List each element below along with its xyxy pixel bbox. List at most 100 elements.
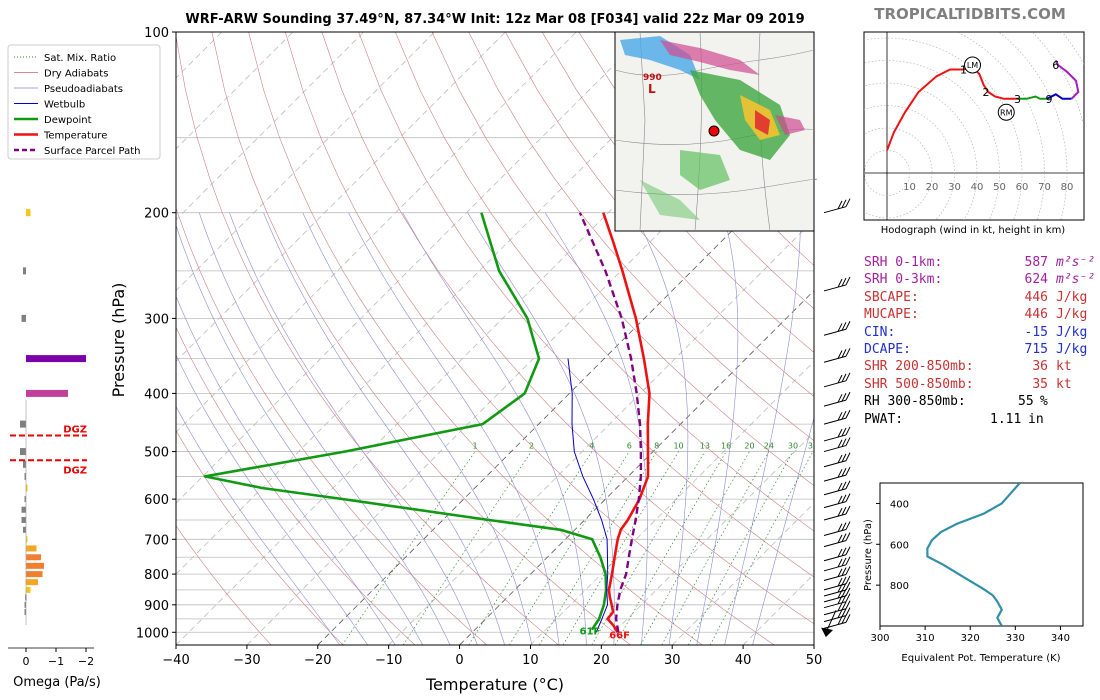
- hodo-ring: [864, 127, 933, 219]
- hodo-motion-label: LM: [967, 61, 978, 70]
- hodo-height-label: 2: [983, 86, 990, 99]
- x-tick-label: 10: [522, 653, 539, 668]
- dry-adiabat: [176, 34, 559, 645]
- dry-adiabat: [211, 32, 631, 645]
- x-tick-label: −10: [375, 653, 402, 668]
- dry-adiabat: [578, 32, 814, 310]
- wind-barb: [823, 575, 851, 591]
- omega-bar: [20, 420, 26, 428]
- wind-barb: [823, 587, 851, 603]
- pseudoadiabat: [198, 212, 451, 645]
- hodo-motion-marker: [997, 103, 1015, 121]
- mixing-ratio-label: 20: [744, 442, 754, 451]
- wind-barb: [823, 198, 851, 214]
- wind-barb: [823, 600, 851, 616]
- stat-unit: %: [1040, 394, 1048, 410]
- theta-x-tick-label: 320: [961, 633, 980, 644]
- mixing-ratio-line: [687, 451, 794, 645]
- omega-bar: [26, 536, 28, 543]
- mixing-ratio-line: [661, 451, 770, 645]
- dgz-label: DGZ: [63, 424, 87, 435]
- stat-value: 624: [1024, 272, 1048, 288]
- wind-barbs: [821, 198, 851, 638]
- hodo-ring: [864, 105, 955, 220]
- wind-barb-flag: [821, 627, 834, 638]
- pseudoadiabat: [752, 416, 814, 645]
- hodo-height-label: 9: [1046, 93, 1053, 106]
- wind-barb: [823, 409, 851, 425]
- theta-x-tick-label: 300: [870, 633, 889, 644]
- mixing-ratio-label: 1: [473, 442, 478, 451]
- wind-barb: [823, 593, 851, 609]
- omega-bar: [23, 460, 26, 468]
- isotherm: [459, 290, 814, 645]
- radar-map-inset: 990 L: [614, 31, 818, 232]
- series-wetbulb: [567, 358, 609, 633]
- dry-adiabat: [176, 326, 416, 645]
- y-tick-label: 900: [144, 599, 169, 614]
- stat-label: SRH 0-3km:: [864, 272, 943, 288]
- dry-adiabat: [321, 32, 814, 625]
- wind-barb: [823, 493, 851, 509]
- stat-label: SBCAPE:: [864, 289, 919, 305]
- wind-barb: [823, 480, 851, 496]
- dry-adiabat: [541, 32, 814, 353]
- pseudoadiabat: [229, 212, 478, 645]
- pseudoadiabat: [467, 212, 615, 645]
- stat-unit: J/kg: [1056, 324, 1088, 340]
- wind-barb: [823, 372, 851, 388]
- wind-barb: [823, 437, 851, 453]
- dgz-label: DGZ: [63, 465, 87, 476]
- stat-unit: J/kg: [1056, 289, 1088, 305]
- omega-bar: [21, 314, 26, 322]
- omega-bar: [24, 472, 26, 480]
- stat-value: 55: [1018, 394, 1034, 410]
- pseudoadiabat: [176, 224, 424, 645]
- series-temperature: [602, 212, 651, 633]
- mixing-ratio-label: 10: [673, 442, 683, 451]
- map-low-label: L: [648, 82, 656, 96]
- wind-barb: [823, 276, 851, 292]
- mixing-ratio-label: 4: [589, 442, 594, 451]
- dry-adiabat: [468, 32, 814, 442]
- stat-value: 35: [1032, 376, 1048, 392]
- pseudoadiabat: [176, 295, 396, 645]
- temp-sfc-label: 66F: [609, 630, 630, 641]
- y-axis-label: Pressure (hPa): [109, 283, 128, 398]
- pseudoadiabat: [348, 212, 560, 645]
- sounding-location-marker: [708, 125, 720, 137]
- x-axis-label: Temperature (°C): [425, 675, 564, 694]
- omega-bar: [24, 608, 26, 615]
- mixing-ratio-line: [509, 451, 630, 645]
- wind-barb: [825, 610, 837, 633]
- wind-barb: [823, 614, 851, 629]
- stat-value: 36: [1032, 359, 1048, 375]
- hodo-segment: [1017, 95, 1047, 100]
- pseudoadiabat: [633, 212, 689, 645]
- dewpoint-sfc-label: 61F: [579, 627, 600, 638]
- mixing-ratio-line: [468, 451, 593, 645]
- legend-label: Temperature: [43, 131, 107, 142]
- theta-e-panel: 300 310 320 330 340 400 600 800 Equivalent Pot.…: [863, 482, 1084, 664]
- hodo-height-label: 1: [960, 64, 967, 77]
- theta-x-label: Equivalent Pot. Temperature (K): [901, 653, 1060, 664]
- legend: Sat. Mix. Ratio Dry Adiabats Pseudoadiabat…: [7, 44, 161, 160]
- hodograph-caption: Hodograph (wind in kt, height in km): [881, 225, 1066, 236]
- dry-adiabat: [358, 32, 814, 578]
- y-tick-label: 700: [144, 533, 169, 548]
- omega-bar: [26, 545, 37, 552]
- dry-adiabat: [285, 32, 775, 645]
- hodo-ring-label: 10: [903, 182, 916, 193]
- legend-label: Dewpoint: [44, 115, 92, 126]
- mixing-ratio-line: [709, 451, 814, 645]
- mixing-ratio-label: 13: [700, 442, 710, 451]
- wind-barb: [823, 521, 851, 537]
- legend-label: Sat. Mix. Ratio: [44, 53, 116, 64]
- legend-label: Dry Adiabats: [44, 69, 108, 80]
- pseudoadiabat: [176, 354, 368, 645]
- omega-bar: [26, 355, 86, 363]
- omega-panel: DGZ DGZ 0 −1 −2 Omega (Pa/s): [8, 209, 101, 690]
- omega-bar: [26, 579, 38, 586]
- chart-title: WRF-ARW Sounding 37.49°N, 87.34°W Init: …: [185, 12, 804, 27]
